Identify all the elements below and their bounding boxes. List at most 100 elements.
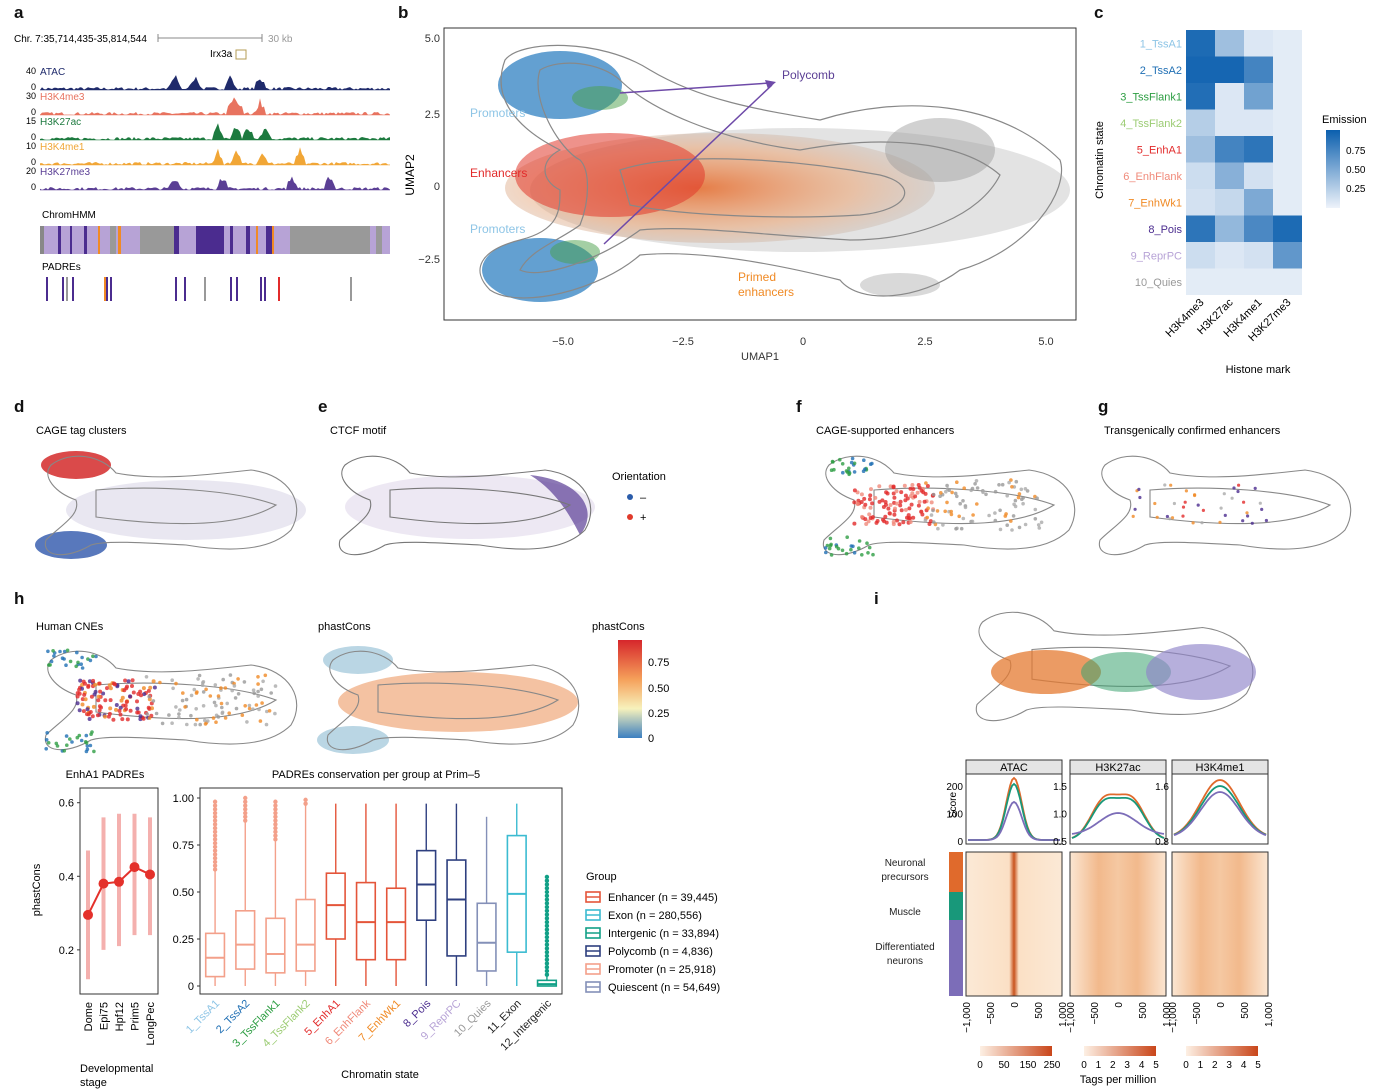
- heatmap-cell: [1215, 56, 1244, 83]
- umap-point: [122, 688, 127, 693]
- umap-point: [123, 703, 128, 708]
- annotation-primed-2: enhancers: [738, 285, 794, 299]
- umap-point: [929, 500, 934, 505]
- umap-point: [974, 479, 979, 483]
- outlier: [544, 946, 550, 951]
- profile-ytick: 1.6: [1155, 782, 1169, 793]
- umap-point: [240, 713, 245, 717]
- umap-point: [80, 702, 85, 707]
- umap-point: [838, 457, 842, 462]
- umap-point: [145, 712, 149, 716]
- umap-point: [975, 502, 979, 506]
- profile-frame: [1069, 773, 1167, 845]
- heatmap-cell: [1273, 189, 1302, 216]
- track-min: 0: [31, 132, 36, 142]
- tags-tick: 0: [1183, 1060, 1189, 1071]
- profile-line: [1173, 779, 1267, 836]
- tags-tick: 2: [1110, 1060, 1116, 1071]
- umap-point: [866, 519, 871, 524]
- umap-point: [219, 686, 223, 690]
- umap-point: [185, 722, 189, 727]
- umap-point: [184, 697, 189, 702]
- umap1-tick: 0: [800, 336, 806, 348]
- umap-point: [909, 502, 914, 507]
- umap-contour: [95, 487, 278, 525]
- umap-point: [893, 506, 897, 511]
- signal-heatmap: [965, 851, 1063, 997]
- umap-point: [75, 650, 79, 655]
- panel-letter-b: b: [398, 3, 408, 22]
- umap-point: [1170, 516, 1175, 520]
- phastcons-tick: 0.75: [648, 657, 669, 669]
- panel-e-ctcf: CTCF motif: [330, 425, 595, 556]
- emission-colorbar: [1326, 130, 1340, 208]
- outlier: [212, 807, 218, 812]
- outlier: [243, 799, 248, 804]
- umap-point: [824, 550, 828, 555]
- umap-point: [894, 501, 899, 506]
- umap-point: [85, 707, 90, 712]
- umap-point: [1242, 500, 1246, 504]
- outlier: [303, 801, 308, 806]
- umap-point: [80, 697, 85, 702]
- box: [385, 887, 407, 961]
- tags-tick: 150: [1020, 1060, 1037, 1071]
- heatmap-xtick: 1,000: [1058, 1002, 1069, 1027]
- umap-point: [834, 544, 839, 549]
- umap-point: [267, 709, 272, 713]
- outlier: [212, 855, 218, 861]
- umap-point: [91, 654, 95, 658]
- line-chart-ylabel: phastCons: [31, 863, 43, 916]
- umap-point: [105, 686, 109, 691]
- chromatin-state-label: 4_TssFlank2: [1120, 118, 1182, 130]
- umap-point: [891, 485, 896, 490]
- umap-point: [178, 708, 182, 712]
- umap-point: [203, 718, 207, 723]
- umap-point: [151, 699, 156, 703]
- umap-point: [148, 685, 153, 690]
- group-bar-differentiated: [949, 920, 963, 996]
- umap-point: [189, 713, 193, 718]
- umap-point: [1023, 522, 1028, 527]
- legend-label: Quiescent (n = 54,649): [608, 982, 720, 994]
- outlier: [212, 837, 218, 842]
- umap1-tick: 2.5: [917, 336, 932, 348]
- umap-point: [955, 494, 959, 499]
- outlier: [273, 814, 278, 819]
- umap-point: [887, 511, 892, 516]
- umap-point: [959, 526, 964, 531]
- profile-ytick: 0.5: [1053, 837, 1067, 848]
- line-chart-ytick: 0.2: [59, 945, 74, 957]
- umap-point: [254, 703, 259, 707]
- umap-contour: [44, 650, 298, 751]
- umap-point: [181, 691, 185, 695]
- umap-point: [882, 519, 887, 524]
- umap-point: [862, 458, 866, 462]
- chromhmm-segment: [376, 226, 382, 254]
- umap-point: [1260, 507, 1264, 511]
- umap2-label: UMAP2: [403, 154, 417, 196]
- umap-contour: [1149, 487, 1332, 525]
- umap-point: [197, 673, 202, 678]
- umap-point: [829, 553, 834, 557]
- outlier: [544, 953, 550, 959]
- umap-point: [935, 509, 940, 513]
- umap-point: [929, 513, 934, 517]
- umap-point: [124, 699, 129, 704]
- panel-f-title: CAGE-supported enhancers: [816, 425, 955, 437]
- umap-point: [916, 503, 921, 508]
- umap-point: [1011, 514, 1016, 518]
- track-max: 30: [26, 91, 36, 101]
- chromhmm-segment: [196, 226, 224, 254]
- padre-mark: [66, 277, 68, 301]
- umap-point: [939, 491, 943, 495]
- umap-point: [840, 548, 845, 553]
- tags-tick: 2: [1212, 1060, 1218, 1071]
- umap-point: [201, 680, 206, 684]
- heatmap-cell: [1273, 162, 1302, 189]
- umap-point: [146, 705, 151, 710]
- umap-point: [1232, 486, 1236, 490]
- profile-ytick: 1.5: [1053, 782, 1067, 793]
- umap-point: [1218, 520, 1222, 524]
- umap-point: [118, 712, 123, 717]
